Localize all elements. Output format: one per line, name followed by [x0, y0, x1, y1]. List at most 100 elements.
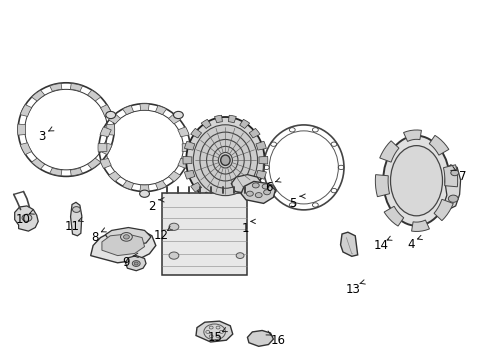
- Text: 4: 4: [408, 238, 416, 251]
- Polygon shape: [215, 198, 222, 205]
- Ellipse shape: [186, 117, 265, 203]
- Polygon shape: [18, 124, 25, 135]
- Polygon shape: [31, 158, 45, 169]
- Polygon shape: [20, 143, 32, 154]
- Polygon shape: [231, 175, 262, 194]
- Circle shape: [134, 262, 138, 265]
- Polygon shape: [100, 127, 111, 137]
- Polygon shape: [249, 183, 260, 192]
- Polygon shape: [100, 105, 112, 117]
- Polygon shape: [50, 168, 62, 176]
- Ellipse shape: [264, 184, 275, 196]
- Polygon shape: [404, 130, 421, 141]
- Polygon shape: [201, 192, 211, 201]
- Polygon shape: [429, 135, 449, 155]
- Polygon shape: [15, 206, 38, 231]
- FancyBboxPatch shape: [162, 193, 247, 275]
- Polygon shape: [122, 180, 134, 190]
- Polygon shape: [102, 234, 145, 256]
- Polygon shape: [71, 84, 82, 91]
- Polygon shape: [169, 114, 181, 124]
- Polygon shape: [256, 141, 267, 150]
- Polygon shape: [375, 175, 390, 197]
- Polygon shape: [215, 115, 222, 123]
- Polygon shape: [443, 165, 461, 210]
- Circle shape: [169, 223, 179, 230]
- Polygon shape: [412, 220, 429, 231]
- Polygon shape: [140, 104, 149, 111]
- Polygon shape: [384, 206, 404, 226]
- Polygon shape: [155, 180, 167, 190]
- Polygon shape: [125, 256, 146, 271]
- Polygon shape: [228, 115, 236, 123]
- Circle shape: [264, 190, 270, 195]
- Polygon shape: [184, 170, 195, 179]
- Ellipse shape: [383, 136, 450, 226]
- Polygon shape: [100, 143, 112, 154]
- Polygon shape: [71, 168, 82, 176]
- Polygon shape: [182, 143, 191, 152]
- Ellipse shape: [200, 132, 251, 188]
- Polygon shape: [191, 183, 201, 192]
- Circle shape: [106, 111, 116, 118]
- Circle shape: [123, 235, 129, 239]
- Polygon shape: [380, 141, 399, 162]
- Polygon shape: [240, 192, 250, 201]
- Text: 14: 14: [374, 239, 389, 252]
- Polygon shape: [107, 124, 115, 135]
- Polygon shape: [256, 170, 267, 179]
- Polygon shape: [228, 198, 236, 205]
- Circle shape: [451, 170, 459, 176]
- Text: 11: 11: [65, 220, 80, 233]
- Text: 1: 1: [241, 222, 249, 235]
- Ellipse shape: [213, 147, 238, 174]
- Text: 12: 12: [153, 229, 168, 242]
- Ellipse shape: [219, 152, 232, 168]
- Circle shape: [246, 191, 253, 196]
- Text: 8: 8: [91, 231, 98, 244]
- Polygon shape: [98, 143, 107, 152]
- Polygon shape: [20, 105, 32, 117]
- Polygon shape: [88, 158, 101, 169]
- Polygon shape: [100, 158, 111, 168]
- Polygon shape: [259, 156, 268, 164]
- Polygon shape: [247, 330, 273, 346]
- Polygon shape: [184, 141, 195, 150]
- Polygon shape: [191, 129, 201, 138]
- Polygon shape: [183, 156, 192, 164]
- Polygon shape: [122, 105, 134, 115]
- Polygon shape: [169, 171, 181, 181]
- Ellipse shape: [391, 145, 442, 216]
- Circle shape: [140, 190, 149, 197]
- Polygon shape: [91, 229, 156, 263]
- Circle shape: [173, 111, 183, 118]
- Text: 7: 7: [459, 170, 467, 183]
- Polygon shape: [140, 185, 149, 192]
- Polygon shape: [50, 84, 62, 91]
- Text: 16: 16: [271, 334, 286, 347]
- Text: 15: 15: [208, 331, 223, 344]
- Text: 2: 2: [148, 201, 156, 213]
- Polygon shape: [178, 127, 189, 137]
- Circle shape: [448, 195, 458, 202]
- Polygon shape: [31, 90, 45, 101]
- Text: 9: 9: [122, 256, 130, 269]
- Circle shape: [73, 207, 80, 212]
- Circle shape: [255, 193, 262, 198]
- Circle shape: [22, 214, 32, 221]
- Polygon shape: [88, 90, 101, 101]
- Ellipse shape: [193, 125, 258, 195]
- Polygon shape: [434, 199, 453, 221]
- Polygon shape: [105, 228, 151, 246]
- Polygon shape: [71, 202, 82, 236]
- Polygon shape: [443, 165, 458, 187]
- Polygon shape: [178, 158, 189, 168]
- Circle shape: [169, 252, 179, 259]
- Ellipse shape: [207, 139, 244, 181]
- Polygon shape: [241, 181, 275, 203]
- Text: 10: 10: [16, 213, 30, 226]
- Polygon shape: [108, 114, 121, 124]
- Text: 5: 5: [289, 197, 297, 210]
- Polygon shape: [155, 105, 167, 115]
- Circle shape: [121, 233, 132, 241]
